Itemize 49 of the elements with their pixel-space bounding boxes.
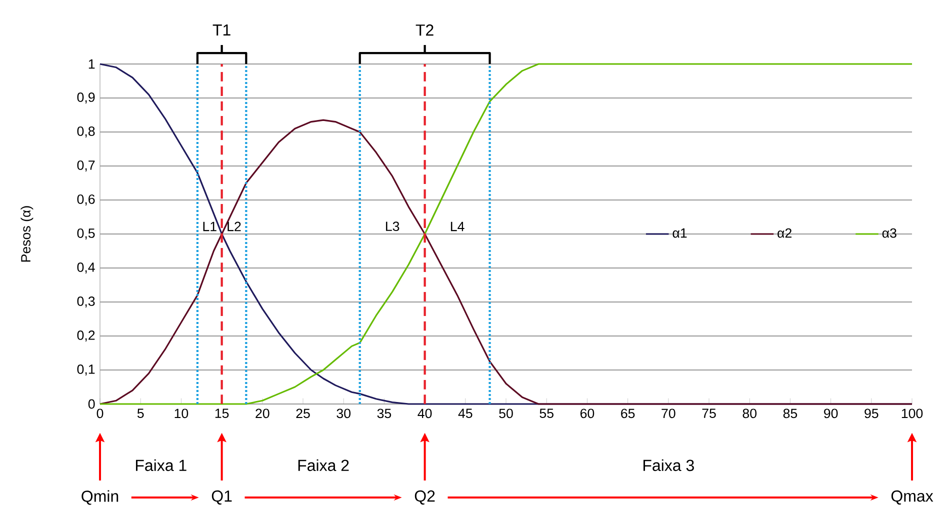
y-tick-label: 0,9 bbox=[77, 92, 95, 104]
x-tick-label: 95 bbox=[864, 408, 878, 418]
x-tick-label: 100 bbox=[902, 408, 923, 418]
y-tick-label: 0,2 bbox=[77, 330, 95, 342]
y-tick-label: 0,5 bbox=[77, 228, 95, 240]
y-tick-label: 0,6 bbox=[77, 194, 95, 206]
y-axis-title: Pesos (α) bbox=[20, 206, 34, 262]
x-tick-label: 60 bbox=[580, 408, 594, 418]
y-tick-label: 0,3 bbox=[77, 296, 95, 308]
text: Qmax bbox=[891, 490, 934, 505]
y-tick-label: 0,8 bbox=[77, 126, 95, 138]
x-tick-label: 20 bbox=[256, 408, 270, 418]
legend-label: α3 bbox=[882, 228, 896, 238]
x-tick-label: 35 bbox=[377, 408, 392, 418]
x-tick-label: 25 bbox=[296, 408, 310, 418]
x-tick-label: 80 bbox=[742, 408, 757, 418]
x-tick-label: 85 bbox=[783, 408, 798, 418]
text: Faixa 3 bbox=[643, 459, 694, 472]
y-tick-label: 0,7 bbox=[77, 160, 95, 172]
y-tick-label: 0,1 bbox=[77, 364, 95, 376]
annotation: L4 bbox=[450, 222, 464, 232]
legend-label: α2 bbox=[778, 228, 792, 238]
text: Q1 bbox=[212, 490, 232, 505]
x-tick-label: 90 bbox=[824, 408, 838, 418]
x-tick-label: 55 bbox=[540, 408, 554, 418]
x-tick-label: 30 bbox=[336, 408, 351, 418]
y-tick-label: 0,4 bbox=[77, 262, 95, 274]
x-tick-label: 40 bbox=[418, 408, 432, 418]
x-tick-label: 45 bbox=[458, 408, 472, 418]
annotation: L3 bbox=[386, 222, 400, 232]
text: Qmin bbox=[82, 490, 118, 505]
text: T1 bbox=[212, 24, 230, 36]
text: Faixa 2 bbox=[298, 459, 349, 472]
x-tick-label: 65 bbox=[621, 408, 635, 418]
y-tick-label: 0 bbox=[88, 399, 95, 409]
x-tick-label: 15 bbox=[215, 408, 229, 418]
annotation: L2 bbox=[228, 222, 241, 232]
legend-label: α1 bbox=[672, 228, 687, 238]
x-tick-label: 70 bbox=[662, 408, 676, 418]
text: T2 bbox=[416, 24, 434, 36]
x-tick-label: 5 bbox=[137, 408, 144, 418]
x-tick-label: 50 bbox=[499, 408, 513, 418]
annotation: L1 bbox=[203, 222, 216, 232]
x-tick-label: 10 bbox=[174, 408, 188, 418]
text: Faixa 1 bbox=[136, 459, 186, 472]
y-tick-label: 1 bbox=[88, 59, 95, 69]
text: Q2 bbox=[414, 490, 435, 505]
x-tick-label: 0 bbox=[96, 408, 104, 418]
x-tick-label: 75 bbox=[702, 408, 716, 418]
